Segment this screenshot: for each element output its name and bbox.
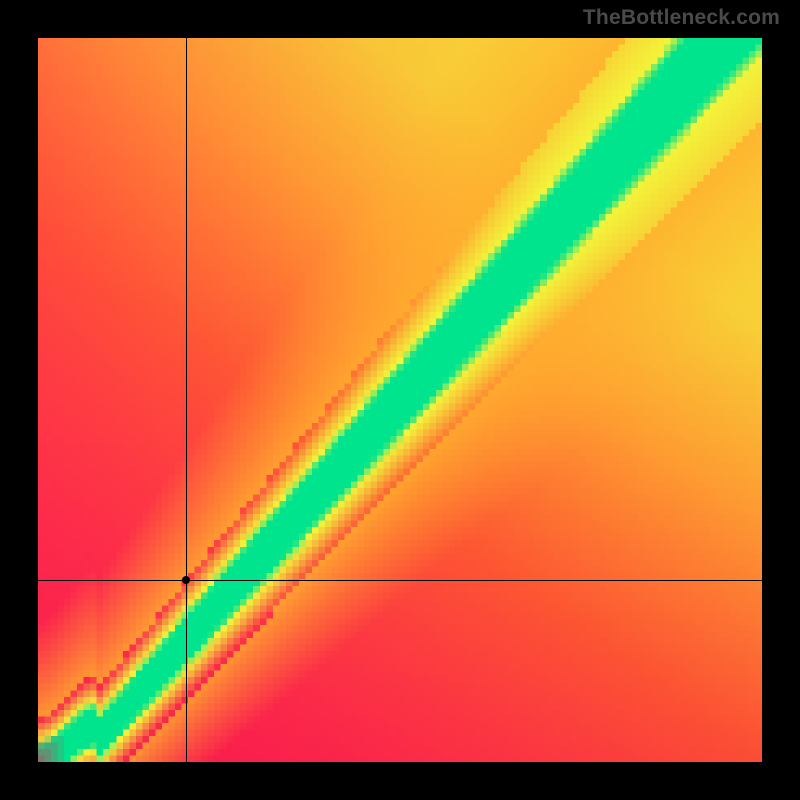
crosshair-marker: [182, 576, 190, 584]
crosshair-horizontal-line: [38, 580, 762, 581]
chart-container: TheBottleneck.com: [0, 0, 800, 800]
watermark-text: TheBottleneck.com: [583, 6, 780, 30]
crosshair-vertical-line: [186, 38, 187, 762]
heatmap-plot-area: [38, 38, 762, 762]
bottleneck-heatmap: [38, 38, 762, 762]
